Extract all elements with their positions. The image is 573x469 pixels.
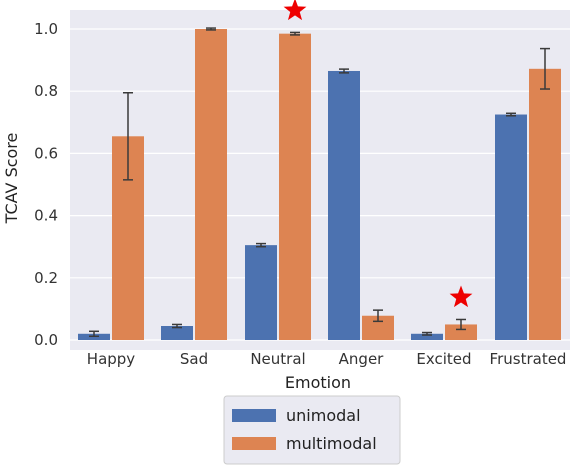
y-tick-label: 0.2: [34, 269, 58, 287]
legend-label-multimodal: multimodal: [286, 434, 377, 453]
legend-label-unimodal: unimodal: [286, 406, 361, 425]
bar-unimodal-neutral: [245, 245, 277, 340]
bar-unimodal-frustrated: [495, 114, 527, 341]
bar-unimodal-excited: [411, 333, 443, 340]
error-bar: [373, 309, 383, 323]
bar-unimodal-sad: [161, 326, 193, 340]
bar-multimodal-neutral: [279, 33, 311, 340]
star-icon: [449, 285, 473, 308]
y-tick-label: 1.0: [34, 20, 58, 38]
error-bar: [339, 68, 349, 74]
legend: unimodal multimodal: [223, 395, 401, 465]
y-tick-label: 0.4: [34, 207, 58, 225]
star-icon: [283, 0, 307, 21]
error-bar: [256, 242, 266, 248]
error-bars: [89, 27, 550, 338]
gridlines: [70, 28, 570, 341]
bar-multimodal-sad: [195, 29, 227, 340]
x-tick-label: Neutral: [250, 350, 305, 368]
legend-swatch-unimodal: [232, 409, 276, 422]
plot-background: [70, 10, 570, 350]
error-bar: [123, 92, 133, 181]
x-tick-label: Excited: [416, 350, 471, 368]
bar-unimodal-anger: [328, 70, 360, 341]
error-bar: [506, 112, 516, 117]
bar-multimodal-frustrated: [529, 68, 561, 341]
y-tick-label: 0.6: [34, 144, 58, 162]
error-bar: [456, 318, 466, 331]
x-tick-label: Frustrated: [490, 350, 567, 368]
error-bar: [206, 27, 216, 31]
bar-multimodal-excited: [445, 324, 477, 340]
error-bar: [172, 323, 182, 329]
error-bar: [89, 330, 99, 338]
x-tick-label: Anger: [339, 350, 385, 368]
x-tick-label: Sad: [180, 350, 208, 368]
bars: [78, 29, 561, 341]
legend-swatch-multimodal: [232, 437, 276, 450]
y-tick-label: 0.8: [34, 82, 58, 100]
x-tick-labels: Happy Sad Neutral Anger Excited Frustrated: [87, 350, 567, 368]
y-tick-label: 0.0: [34, 331, 58, 349]
y-axis-label: TCAV Score: [2, 133, 21, 225]
star-annotations: [283, 0, 473, 308]
y-tick-labels: 0.0 0.2 0.4 0.6 0.8 1.0: [34, 20, 58, 349]
error-bar: [290, 31, 300, 36]
x-tick-label: Happy: [87, 350, 136, 368]
x-axis-label: Emotion: [285, 373, 351, 392]
error-bar: [422, 331, 432, 336]
error-bar: [540, 47, 550, 90]
